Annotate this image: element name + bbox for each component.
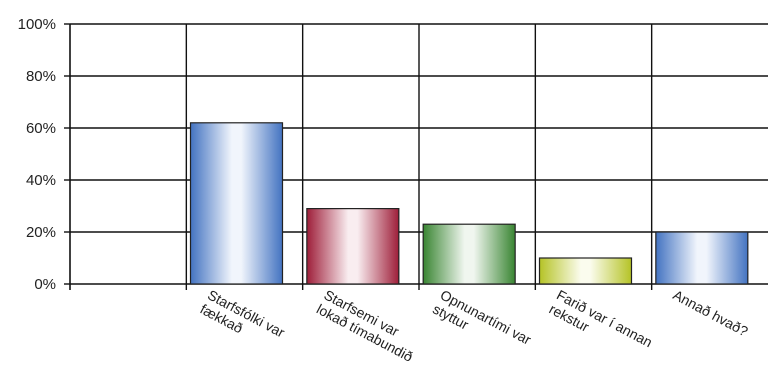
bar (189, 122, 284, 285)
labels: 0% 20% 40% 60% 80% 100% Starfsfólki varfækkað S… (18, 16, 751, 365)
y-tick-label: 100% (18, 16, 56, 33)
category-label: Farið var í annanrekstur (547, 287, 655, 365)
category-label: Annað hvað? (670, 287, 751, 340)
category-label-line: Annað hvað? (670, 287, 751, 340)
y-tick-label: 20% (26, 224, 56, 241)
bar (422, 223, 516, 285)
y-tick-label: 40% (26, 172, 56, 189)
bar (655, 231, 749, 285)
category-label: Starfsemi varlokað tímabundið (314, 287, 423, 365)
bar (306, 208, 400, 285)
category-label: Opnunartími varstyttur (430, 287, 534, 363)
y-tick-label: 80% (26, 68, 56, 85)
category-label: Starfsfólki varfækkað (198, 287, 288, 355)
y-tick-label: 60% (26, 120, 56, 137)
bars (189, 122, 749, 285)
bar (538, 257, 633, 285)
axes (64, 23, 71, 290)
y-tick-label: 0% (34, 276, 56, 293)
grid-lines (70, 23, 768, 290)
